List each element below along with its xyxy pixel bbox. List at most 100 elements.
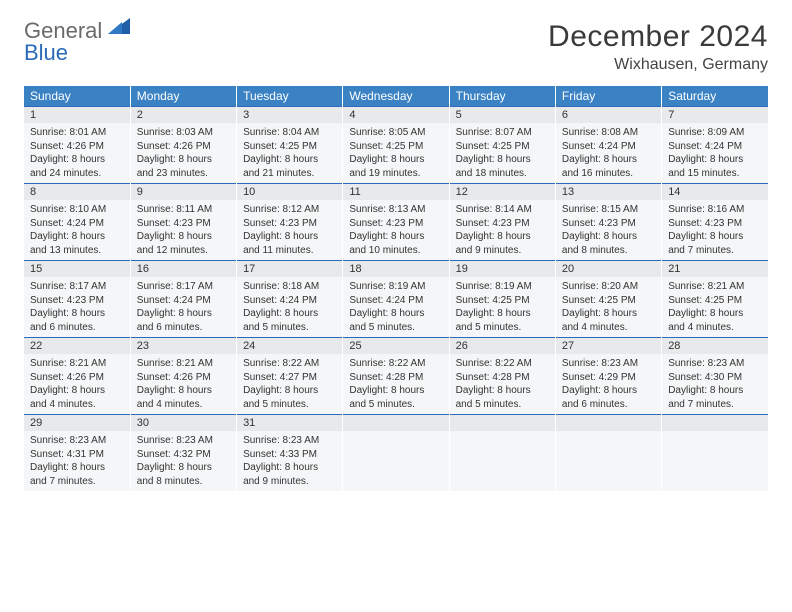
- day-number: 12: [450, 183, 555, 200]
- sunrise-text: Sunrise: 8:10 AM: [30, 203, 124, 217]
- sunset-text: Sunset: 4:30 PM: [668, 371, 762, 385]
- day-cell-body: Sunrise: 8:23 AMSunset: 4:33 PMDaylight:…: [237, 431, 343, 491]
- day-cell-head: 29: [24, 414, 130, 431]
- dayhead-sun: Sunday: [24, 86, 130, 106]
- day-number: 15: [24, 260, 130, 277]
- day-cell-body: Sunrise: 8:04 AMSunset: 4:25 PMDaylight:…: [237, 123, 343, 183]
- week-body-row: Sunrise: 8:23 AMSunset: 4:31 PMDaylight:…: [24, 431, 768, 491]
- day-cell-body: [449, 431, 555, 491]
- sunset-text: Sunset: 4:23 PM: [456, 217, 549, 231]
- day-cell-head: 18: [343, 260, 449, 277]
- sunrise-text: Sunrise: 8:08 AM: [562, 126, 655, 140]
- day-number: 3: [237, 106, 342, 123]
- day-cell-body: Sunrise: 8:11 AMSunset: 4:23 PMDaylight:…: [130, 200, 236, 260]
- daylight-text: Daylight: 8 hours and 4 minutes.: [668, 307, 762, 334]
- daylight-text: Daylight: 8 hours and 5 minutes.: [456, 307, 549, 334]
- day-cell-head: 24: [237, 337, 343, 354]
- day-cell-head: 9: [130, 183, 236, 200]
- dayhead-tue: Tuesday: [237, 86, 343, 106]
- day-detail: Sunrise: 8:23 AMSunset: 4:31 PMDaylight:…: [24, 431, 130, 491]
- sunrise-text: Sunrise: 8:21 AM: [30, 357, 124, 371]
- sunset-text: Sunset: 4:25 PM: [456, 140, 549, 154]
- day-number: 7: [662, 106, 768, 123]
- sunset-text: Sunset: 4:26 PM: [137, 371, 230, 385]
- day-cell-head: 4: [343, 106, 449, 123]
- sunrise-text: Sunrise: 8:11 AM: [137, 203, 230, 217]
- day-number: 10: [237, 183, 342, 200]
- day-cell-body: Sunrise: 8:16 AMSunset: 4:23 PMDaylight:…: [662, 200, 768, 260]
- day-cell-body: Sunrise: 8:09 AMSunset: 4:24 PMDaylight:…: [662, 123, 768, 183]
- day-detail: Sunrise: 8:20 AMSunset: 4:25 PMDaylight:…: [556, 277, 661, 337]
- sunrise-text: Sunrise: 8:15 AM: [562, 203, 655, 217]
- sunset-text: Sunset: 4:23 PM: [668, 217, 762, 231]
- day-cell-body: Sunrise: 8:21 AMSunset: 4:26 PMDaylight:…: [130, 354, 236, 414]
- day-detail: Sunrise: 8:21 AMSunset: 4:25 PMDaylight:…: [662, 277, 768, 337]
- day-detail: Sunrise: 8:22 AMSunset: 4:28 PMDaylight:…: [343, 354, 448, 414]
- day-detail: Sunrise: 8:04 AMSunset: 4:25 PMDaylight:…: [237, 123, 342, 183]
- logo-triangle-icon: [108, 14, 130, 39]
- daylight-text: Daylight: 8 hours and 16 minutes.: [562, 153, 655, 180]
- sunrise-text: Sunrise: 8:19 AM: [349, 280, 442, 294]
- day-detail: [556, 431, 661, 491]
- daylight-text: Daylight: 8 hours and 7 minutes.: [30, 461, 124, 488]
- day-detail: Sunrise: 8:23 AMSunset: 4:30 PMDaylight:…: [662, 354, 768, 414]
- day-cell-head: 12: [449, 183, 555, 200]
- day-cell-body: Sunrise: 8:23 AMSunset: 4:31 PMDaylight:…: [24, 431, 130, 491]
- sunset-text: Sunset: 4:28 PM: [349, 371, 442, 385]
- day-detail: Sunrise: 8:23 AMSunset: 4:33 PMDaylight:…: [237, 431, 342, 491]
- day-detail: Sunrise: 8:21 AMSunset: 4:26 PMDaylight:…: [24, 354, 130, 414]
- day-number: 29: [24, 414, 130, 431]
- sunset-text: Sunset: 4:24 PM: [668, 140, 762, 154]
- sunset-text: Sunset: 4:24 PM: [30, 217, 124, 231]
- sunrise-text: Sunrise: 8:23 AM: [243, 434, 336, 448]
- sunset-text: Sunset: 4:23 PM: [243, 217, 336, 231]
- sunrise-text: Sunrise: 8:23 AM: [137, 434, 230, 448]
- day-cell-body: Sunrise: 8:10 AMSunset: 4:24 PMDaylight:…: [24, 200, 130, 260]
- sunrise-text: Sunrise: 8:04 AM: [243, 126, 336, 140]
- day-number: 21: [662, 260, 768, 277]
- sunset-text: Sunset: 4:31 PM: [30, 448, 124, 462]
- day-detail: Sunrise: 8:16 AMSunset: 4:23 PMDaylight:…: [662, 200, 768, 260]
- day-cell-head: 20: [555, 260, 661, 277]
- day-detail: Sunrise: 8:18 AMSunset: 4:24 PMDaylight:…: [237, 277, 342, 337]
- day-cell-body: Sunrise: 8:13 AMSunset: 4:23 PMDaylight:…: [343, 200, 449, 260]
- week-daynum-row: 22232425262728: [24, 337, 768, 354]
- day-cell-body: Sunrise: 8:15 AMSunset: 4:23 PMDaylight:…: [555, 200, 661, 260]
- day-cell-body: Sunrise: 8:17 AMSunset: 4:24 PMDaylight:…: [130, 277, 236, 337]
- day-cell-body: [662, 431, 768, 491]
- day-cell-head: 23: [130, 337, 236, 354]
- sunrise-text: Sunrise: 8:17 AM: [137, 280, 230, 294]
- day-cell-head: 11: [343, 183, 449, 200]
- day-cell-body: Sunrise: 8:07 AMSunset: 4:25 PMDaylight:…: [449, 123, 555, 183]
- week-body-row: Sunrise: 8:21 AMSunset: 4:26 PMDaylight:…: [24, 354, 768, 414]
- day-number: 30: [131, 414, 236, 431]
- sunrise-text: Sunrise: 8:09 AM: [668, 126, 762, 140]
- day-detail: Sunrise: 8:14 AMSunset: 4:23 PMDaylight:…: [450, 200, 555, 260]
- sunset-text: Sunset: 4:23 PM: [137, 217, 230, 231]
- sunrise-text: Sunrise: 8:23 AM: [562, 357, 655, 371]
- daylight-text: Daylight: 8 hours and 21 minutes.: [243, 153, 336, 180]
- day-cell-head: 17: [237, 260, 343, 277]
- day-cell-body: Sunrise: 8:19 AMSunset: 4:24 PMDaylight:…: [343, 277, 449, 337]
- day-detail: Sunrise: 8:03 AMSunset: 4:26 PMDaylight:…: [131, 123, 236, 183]
- daylight-text: Daylight: 8 hours and 12 minutes.: [137, 230, 230, 257]
- logo: General Blue: [24, 20, 130, 64]
- day-number: 8: [24, 183, 130, 200]
- day-cell-head: 13: [555, 183, 661, 200]
- daylight-text: Daylight: 8 hours and 9 minutes.: [243, 461, 336, 488]
- daylight-text: Daylight: 8 hours and 5 minutes.: [456, 384, 549, 411]
- day-detail: Sunrise: 8:15 AMSunset: 4:23 PMDaylight:…: [556, 200, 661, 260]
- day-cell-body: Sunrise: 8:14 AMSunset: 4:23 PMDaylight:…: [449, 200, 555, 260]
- daylight-text: Daylight: 8 hours and 4 minutes.: [137, 384, 230, 411]
- week-daynum-row: 15161718192021: [24, 260, 768, 277]
- day-cell-body: Sunrise: 8:18 AMSunset: 4:24 PMDaylight:…: [237, 277, 343, 337]
- sunset-text: Sunset: 4:28 PM: [456, 371, 549, 385]
- day-number: 19: [450, 260, 555, 277]
- daylight-text: Daylight: 8 hours and 11 minutes.: [243, 230, 336, 257]
- sunset-text: Sunset: 4:24 PM: [137, 294, 230, 308]
- day-detail: Sunrise: 8:07 AMSunset: 4:25 PMDaylight:…: [450, 123, 555, 183]
- day-cell-head: 15: [24, 260, 130, 277]
- day-cell-head: 31: [237, 414, 343, 431]
- day-number: 24: [237, 337, 342, 354]
- day-number: 1: [24, 106, 130, 123]
